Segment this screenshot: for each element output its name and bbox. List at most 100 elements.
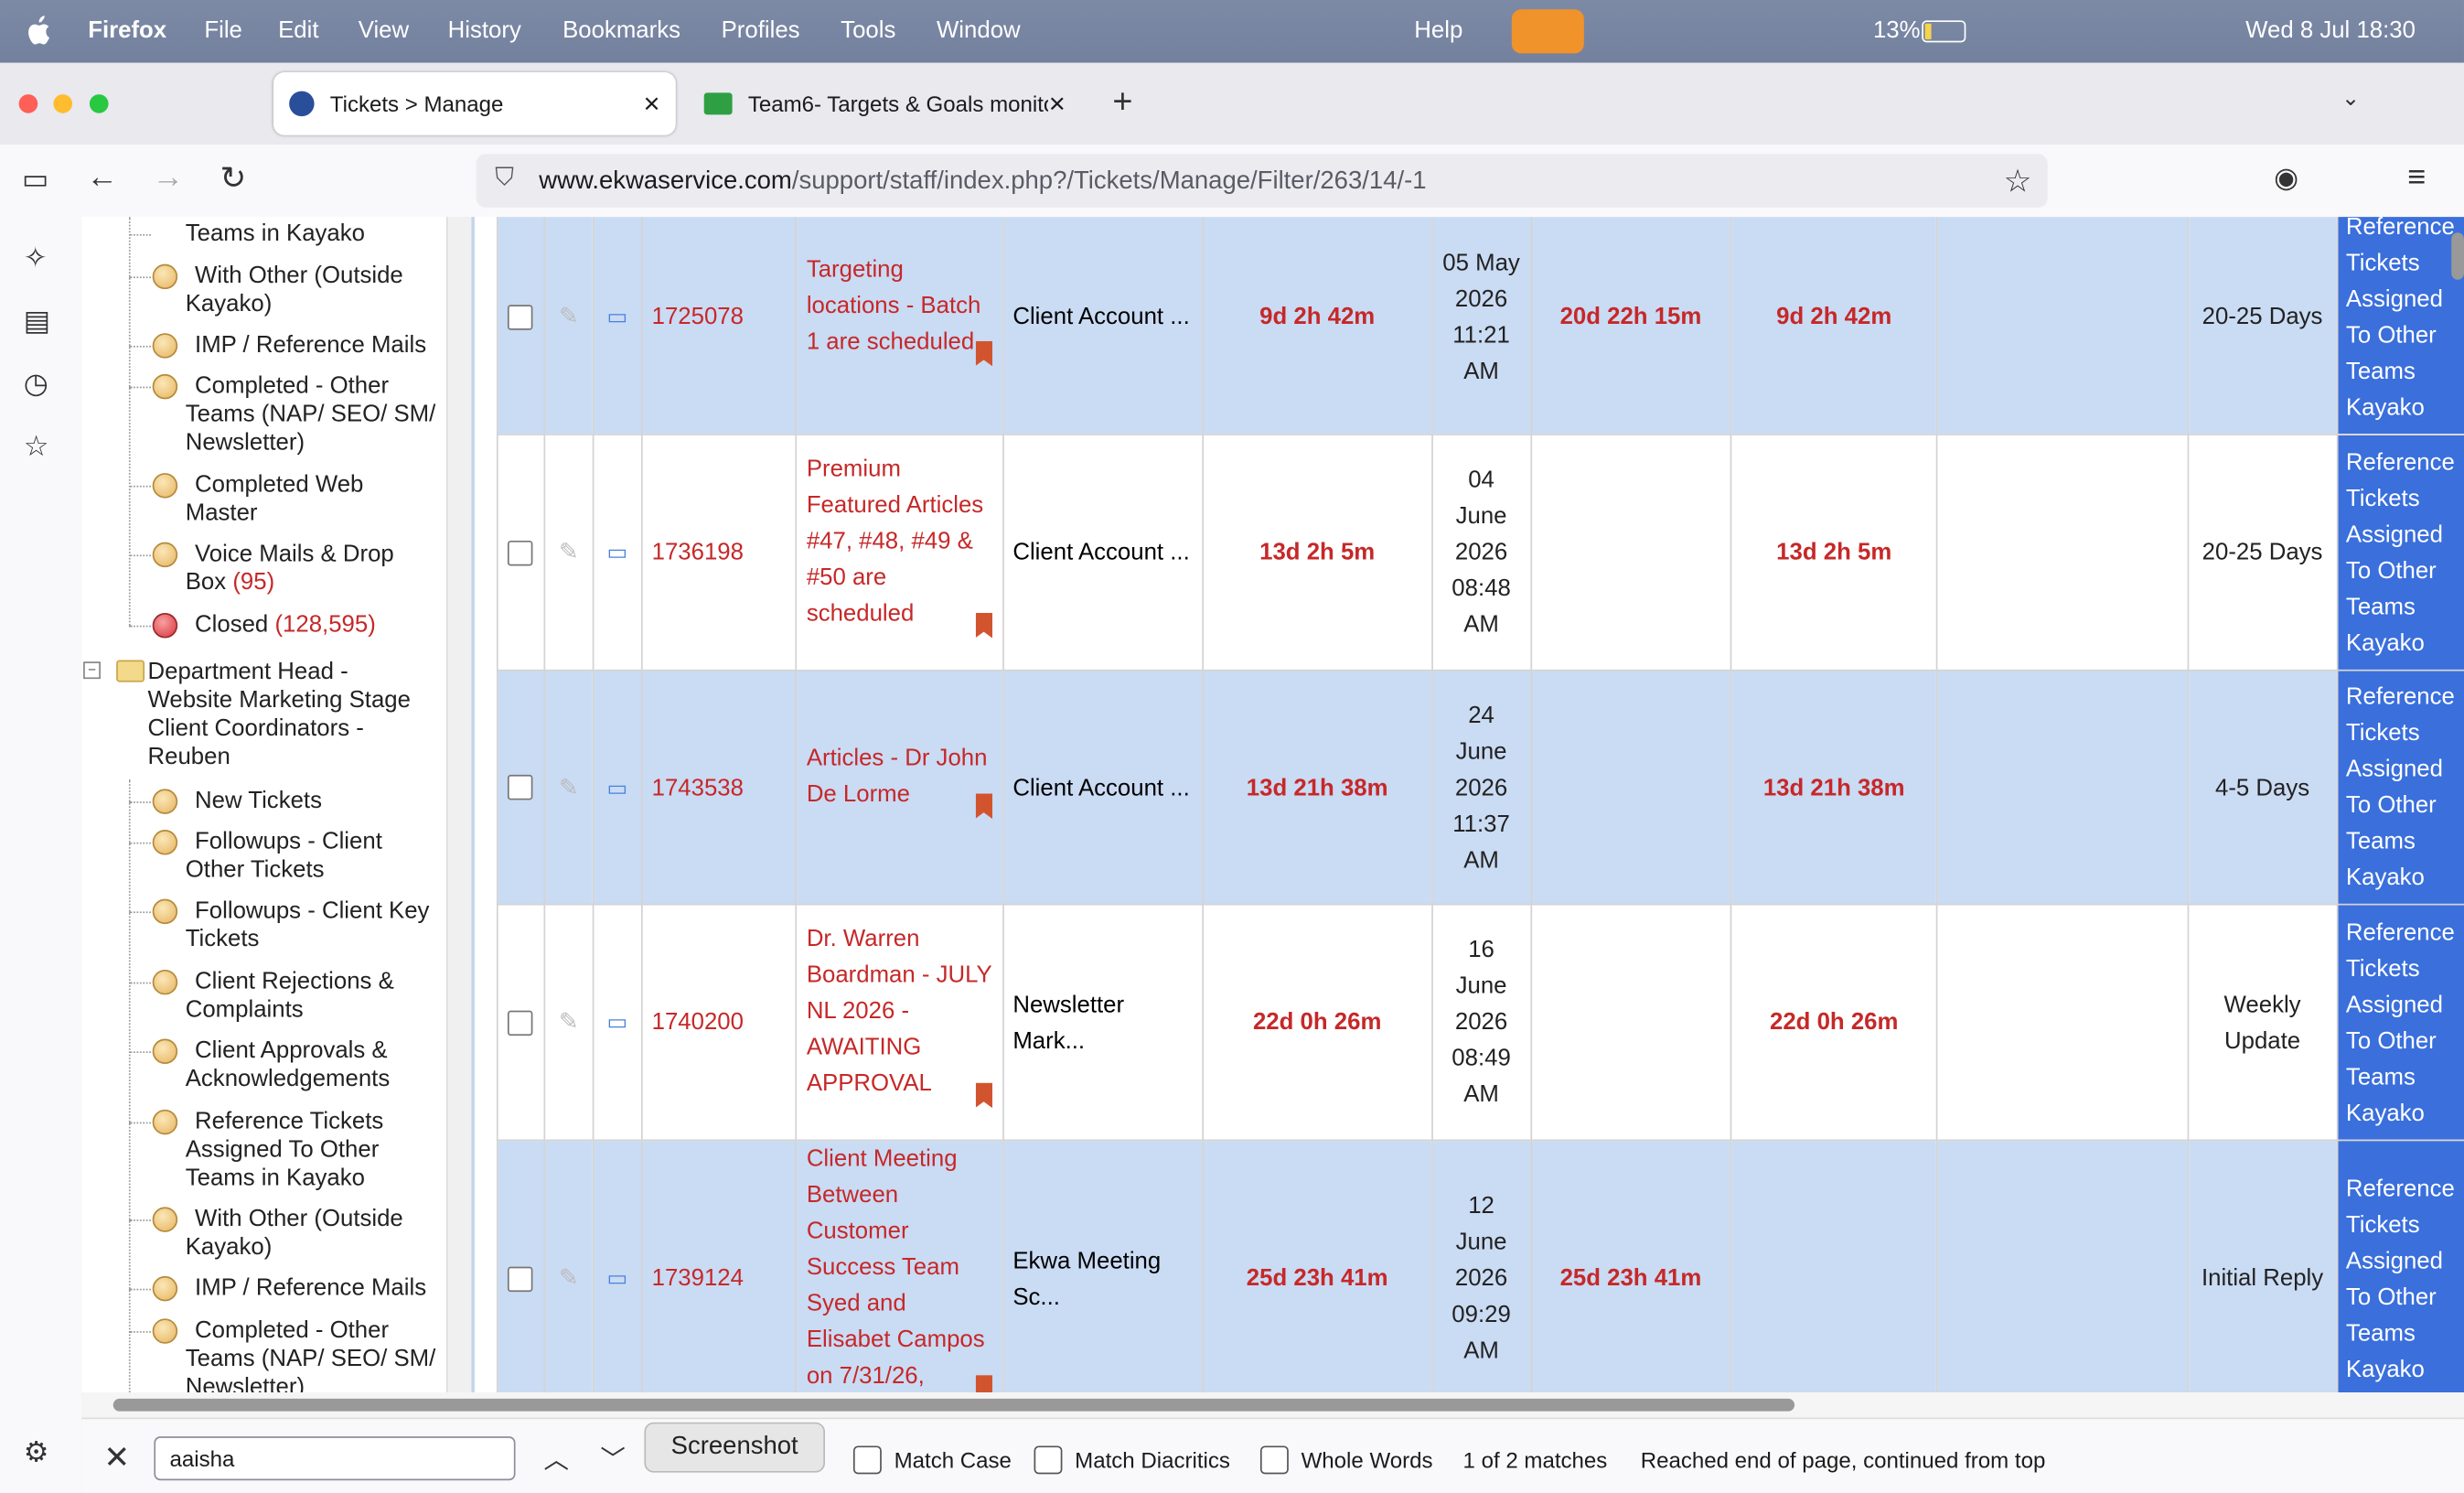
tree-item[interactable]: Client Approvals & Acknowledgements [186,1037,437,1094]
flag-icon[interactable] [975,612,993,639]
menu-item[interactable]: Bookmarks [562,16,680,45]
flag-icon[interactable] [975,1375,993,1393]
subject-text[interactable]: Articles - Dr John De Lorme [806,745,988,809]
forward-button[interactable]: → [152,160,185,196]
find-option[interactable]: Match Diacritics [1034,1445,1230,1475]
notes-icon[interactable]: ▭ [606,1264,628,1291]
tree-item[interactable]: Followups - Client Key Tickets [186,897,437,954]
minimize-window[interactable] [53,94,73,113]
row-checkbox[interactable] [508,304,534,329]
scroll-thumb[interactable] [112,1398,1795,1412]
menu-item[interactable]: Profiles [721,16,800,45]
app-menu[interactable]: ≡ [2407,160,2427,196]
ticket-id[interactable]: 1743538 [651,774,744,801]
close-window[interactable] [18,94,38,113]
back-button[interactable]: ← [86,160,118,196]
site-info[interactable]: ⛉ [495,165,514,192]
tab[interactable]: Team6- Targets & Goals monitor × [689,72,1082,135]
menu-item[interactable]: View [358,16,410,45]
menu-item[interactable]: Window [936,16,1021,45]
tab-close[interactable]: × [643,87,660,119]
sidebar-settings[interactable]: ⚙ [23,1436,49,1468]
tree-item[interactable]: Completed Web Master [186,471,437,528]
clock[interactable]: Wed 8 Jul 18:30 [2245,16,2416,45]
new-tab[interactable]: + [1112,81,1133,122]
tree-item[interactable]: Completed - Other Teams (NAP/ SEO/ SM/ N… [186,372,437,457]
tree-item[interactable]: New Tickets [186,788,437,816]
find-option[interactable]: Whole Words [1259,1445,1433,1475]
tree-item[interactable]: Followups - Client Other Tickets [186,828,437,885]
find-previous[interactable]: ︿ [543,1447,569,1475]
zoom-window[interactable] [89,94,109,113]
ticket-subject[interactable]: Premium Featured Articles #47, #48, #49 … [806,451,993,639]
menu-item[interactable]: History [447,16,521,45]
app-name[interactable]: Firefox [88,16,167,45]
edit-icon[interactable]: ✎ [558,539,579,566]
bookmark-star[interactable]: ☆ [2003,165,2032,200]
flag-icon[interactable] [975,793,993,820]
ticket-subject[interactable]: Dr. Warren Boardman - JULY NL 2026 - AWA… [806,921,993,1109]
checkbox[interactable] [1259,1445,1289,1475]
find-input[interactable]: aaisha [154,1436,516,1481]
account-button[interactable]: ◉ [2274,161,2299,194]
notes-icon[interactable]: ▭ [606,303,628,329]
find-next[interactable]: ﹀ [600,1447,626,1475]
tree-collapse[interactable]: − [83,661,101,680]
tree-item[interactable]: Closed (128,595) [186,611,437,639]
find-option[interactable]: Match Case [852,1445,1012,1475]
ticket-id[interactable]: 1736198 [651,539,744,566]
checkbox[interactable] [1034,1445,1063,1475]
ticket-id[interactable]: 1739124 [651,1264,744,1293]
tree-item[interactable]: Voice Mails & Drop Box (95) [186,541,437,597]
tree-item[interactable]: Reference Tickets Assigned To Other Team… [186,1108,437,1193]
edit-icon[interactable]: ✎ [558,303,579,330]
row-checkbox[interactable] [508,540,534,565]
notes-icon[interactable]: ▭ [606,539,628,564]
tree-item[interactable]: With Other (Outside Kayako) [186,1206,437,1262]
flag-icon[interactable] [975,340,993,367]
tree-item[interactable]: IMP / Reference Mails [186,331,437,360]
checkbox[interactable] [852,1445,882,1475]
ticket-subject[interactable]: Articles - Dr John De Lorme [806,740,993,820]
menu-item[interactable]: Help [1414,16,1463,45]
edit-icon[interactable]: ✎ [558,1008,579,1037]
synced-tabs[interactable]: ▤ [23,305,51,337]
apple-logo[interactable] [25,16,49,46]
subject-text[interactable]: Premium Featured Articles #47, #48, #49 … [806,456,984,628]
list-tabs[interactable]: ⌄ [2341,84,2361,111]
subject-text[interactable]: Dr. Warren Boardman - JULY NL 2026 - AWA… [806,925,992,1098]
row-checkbox[interactable] [508,1265,534,1292]
tree-item[interactable]: IMP / Reference Mails [186,1274,437,1303]
ticket-id[interactable]: 1740200 [651,1008,744,1037]
menu-item[interactable]: File [204,16,242,45]
tree-item[interactable]: Teams in Kayako [186,220,437,249]
tab-close[interactable]: × [1048,87,1066,119]
ticket-subject[interactable]: Targeting locations - Batch 1 are schedu… [806,252,993,367]
url-bar[interactable]: ⛉ www.ekwaservice.com/support/staff/inde… [476,154,2048,208]
menu-item[interactable]: Edit [278,16,319,45]
mic-indicator[interactable] [1511,9,1584,54]
edit-icon[interactable]: ✎ [558,774,579,801]
scroll-thumb[interactable] [2451,232,2464,280]
tab-active[interactable]: Tickets > Manage × [273,72,676,135]
tree-item[interactable]: Client Rejections & Complaints [186,968,437,1025]
tree-item[interactable]: With Other (Outside Kayako) [186,263,437,319]
ticket-id[interactable]: 1725078 [651,303,744,330]
row-checkbox[interactable] [508,1009,534,1036]
menu-item[interactable]: Tools [841,16,896,45]
edit-icon[interactable]: ✎ [558,1264,579,1293]
tree-folder[interactable]: Department Head - Website Marketing Stag… [147,658,411,770]
subject-text[interactable]: Targeting locations - Batch 1 are schedu… [806,256,981,356]
notes-icon[interactable]: ▭ [606,1008,628,1035]
reload-button[interactable]: ↻ [220,161,247,197]
row-checkbox[interactable] [508,774,534,800]
battery-icon[interactable] [1922,20,1966,43]
flag-icon[interactable] [975,1082,993,1109]
ai-chat[interactable]: ✧ [23,242,48,274]
sidebar-toggle[interactable]: ▭ [22,163,49,196]
notes-icon[interactable]: ▭ [606,774,628,800]
history[interactable]: ◷ [23,367,48,400]
find-close[interactable]: ✕ [103,1441,131,1477]
bookmarks[interactable]: ☆ [23,430,49,463]
ticket-subject[interactable]: Client Meeting Between Customer Success … [807,1142,993,1393]
